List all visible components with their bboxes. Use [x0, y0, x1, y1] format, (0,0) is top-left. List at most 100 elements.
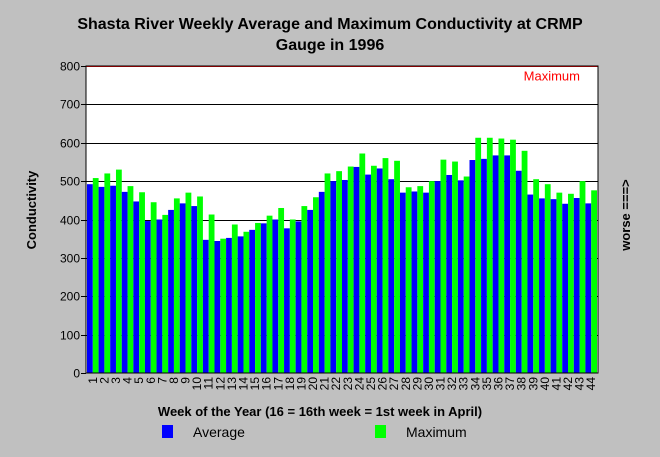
right-axis-label: worse ===> — [618, 179, 633, 252]
legend-item-average: Average — [162, 424, 245, 440]
x-tick-label: 29 — [410, 377, 424, 391]
bar-average-week-5 — [133, 201, 140, 373]
y-axis-ticks: 0 100 200 300 400 500 600 700 800 — [60, 60, 86, 381]
bar-average-week-36 — [492, 155, 499, 373]
y-tick-label: 0 — [73, 367, 80, 381]
bar-average-week-21 — [318, 191, 325, 373]
chart-title: Shasta River Weekly Average and Maximum … — [0, 14, 660, 56]
x-tick-label: 12 — [213, 377, 227, 391]
bar-maximum-week-28 — [405, 187, 412, 373]
x-tick-label: 7 — [155, 377, 169, 384]
x-tick-label: 6 — [144, 377, 158, 384]
x-axis-title: Week of the Year (16 = 16th week = 1st w… — [157, 404, 483, 419]
bar-average-week-6 — [144, 221, 151, 373]
bar-maximum-week-38 — [521, 150, 528, 373]
bar-maximum-week-40 — [544, 184, 551, 373]
bar-average-week-42 — [562, 203, 569, 373]
bar-average-week-3 — [110, 185, 116, 373]
bar-maximum-week-5 — [139, 192, 145, 373]
bar-average-week-9 — [179, 203, 186, 373]
x-tick-label: 5 — [132, 377, 146, 384]
x-tick-label: 8 — [167, 377, 181, 384]
x-tick-label: 34 — [468, 377, 482, 391]
bar-maximum-week-25 — [370, 165, 377, 373]
bar-maximum-week-31 — [440, 159, 447, 373]
bar-average-week-15 — [249, 229, 256, 373]
x-tick-label: 28 — [399, 377, 413, 391]
bar-average-week-27 — [388, 179, 395, 373]
bar-average-week-24 — [353, 166, 360, 373]
bar-maximum-week-44 — [591, 190, 597, 373]
x-tick-label: 23 — [341, 377, 355, 391]
bar-maximum-week-13 — [231, 224, 238, 373]
bar-maximum-week-29 — [417, 186, 424, 373]
x-tick-label: 20 — [306, 377, 320, 391]
bar-maximum-week-1 — [92, 178, 99, 373]
bar-maximum-week-19 — [301, 206, 308, 373]
bar-average-week-41 — [550, 199, 557, 373]
y-tick-label: 300 — [60, 252, 80, 266]
bar-maximum-week-35 — [486, 137, 493, 373]
x-tick-label: 37 — [503, 377, 517, 391]
legend-item-maximum: Maximum — [375, 424, 467, 440]
legend-label-average: Average — [193, 424, 245, 440]
bar-maximum-week-26 — [382, 158, 389, 373]
bar-average-week-11 — [202, 239, 209, 373]
x-tick-label: 18 — [283, 377, 297, 391]
bar-average-week-7 — [156, 219, 163, 373]
bar-maximum-week-24 — [359, 153, 366, 373]
x-tick-label: 2 — [97, 377, 111, 384]
bar-average-week-30 — [423, 192, 429, 373]
x-tick-label: 41 — [549, 377, 563, 391]
bar-average-week-25 — [365, 174, 371, 373]
bar-average-week-29 — [411, 191, 418, 373]
bar-average-week-40 — [539, 198, 545, 373]
bar-average-week-17 — [272, 219, 279, 373]
bar-maximum-week-34 — [475, 137, 482, 373]
bar-average-week-31 — [434, 181, 441, 374]
x-tick-label: 13 — [225, 377, 239, 391]
x-tick-label: 26 — [376, 377, 390, 391]
x-tick-label: 3 — [109, 377, 123, 384]
bar-maximum-week-18 — [289, 219, 296, 373]
bar-maximum-week-2 — [104, 173, 111, 373]
y-tick-label: 100 — [60, 329, 80, 343]
bar-average-week-10 — [191, 206, 198, 373]
x-tick-label: 27 — [387, 377, 401, 391]
bar-average-week-8 — [168, 209, 174, 373]
legend-swatch-average — [162, 425, 173, 438]
bar-average-week-12 — [214, 240, 221, 373]
x-tick-label: 40 — [538, 377, 552, 391]
x-tick-label: 15 — [248, 377, 262, 391]
bar-average-week-13 — [226, 237, 232, 373]
bar-average-week-44 — [585, 203, 592, 373]
x-tick-label: 21 — [318, 377, 332, 391]
y-tick-label: 200 — [60, 290, 80, 304]
bar-average-week-35 — [481, 158, 487, 373]
bar-maximum-week-14 — [243, 231, 250, 373]
bar-maximum-week-8 — [173, 198, 180, 373]
x-tick-label: 22 — [329, 377, 343, 391]
bar-maximum-week-41 — [556, 192, 563, 373]
x-tick-label: 42 — [561, 377, 575, 391]
y-tick-label: 500 — [60, 175, 80, 189]
bar-maximum-week-43 — [579, 181, 586, 374]
bar-average-week-34 — [469, 160, 476, 373]
reference-line-label: Maximum — [524, 69, 580, 84]
y-tick-label: 400 — [60, 214, 80, 228]
bar-maximum-week-3 — [115, 169, 122, 373]
bar-maximum-week-30 — [428, 181, 435, 374]
x-tick-label: 14 — [237, 377, 251, 391]
x-tick-label: 9 — [179, 377, 193, 384]
bar-maximum-week-16 — [266, 215, 273, 373]
legend-label-maximum: Maximum — [406, 424, 467, 440]
x-tick-label: 16 — [260, 377, 274, 391]
bar-maximum-week-21 — [324, 173, 331, 373]
x-tick-label: 11 — [202, 377, 216, 390]
x-tick-label: 43 — [573, 377, 587, 391]
x-tick-label: 10 — [190, 377, 204, 391]
y-tick-label: 600 — [60, 137, 80, 151]
x-tick-label: 44 — [584, 377, 598, 391]
bar-maximum-week-12 — [220, 238, 227, 373]
bar-average-week-14 — [237, 236, 244, 373]
